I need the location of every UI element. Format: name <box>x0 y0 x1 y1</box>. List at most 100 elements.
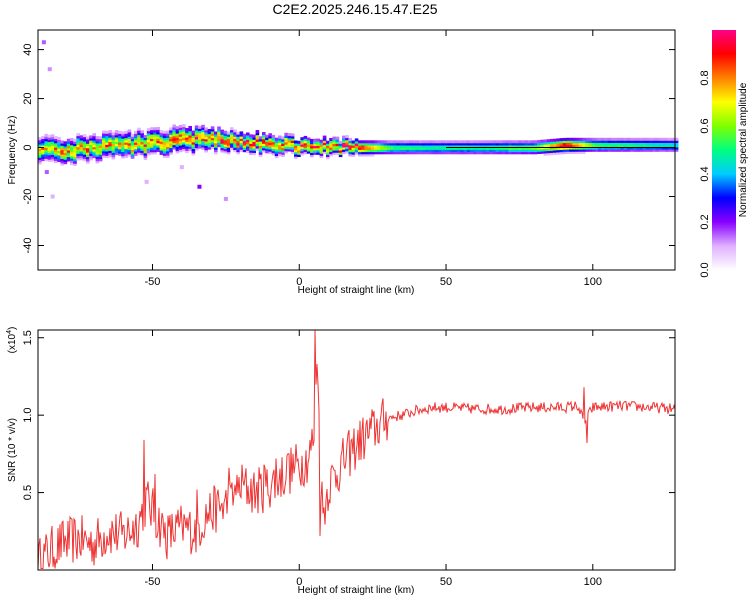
heatmap-cell <box>76 146 80 150</box>
heatmap-cell <box>134 144 138 148</box>
heatmap-cell <box>108 154 112 158</box>
heatmap-cell <box>322 151 327 154</box>
heatmap-cell <box>438 146 442 150</box>
heatmap-cell <box>367 149 372 153</box>
heatmap-cell <box>140 130 144 134</box>
heatmap-cell <box>114 138 119 142</box>
heatmap-cell <box>182 128 186 132</box>
heatmap-cell <box>335 141 340 144</box>
heatmap-cell <box>578 148 583 152</box>
heatmap-cell <box>182 141 186 145</box>
heatmap-cell <box>50 140 55 144</box>
heatmap-cell <box>342 146 346 150</box>
heatmap-cell <box>444 146 448 150</box>
heatmap-cell <box>150 138 154 142</box>
heatmap-cell <box>335 138 340 142</box>
heatmap-cell <box>422 144 426 148</box>
heatmap-cell <box>402 151 407 155</box>
heatmap-cell <box>300 139 304 143</box>
heatmap-cell <box>98 149 103 153</box>
heatmap-cell <box>527 151 532 155</box>
heatmap-cell <box>386 144 391 148</box>
heatmap-cell <box>210 128 215 132</box>
heatmap-cell <box>370 140 375 144</box>
heatmap-cell <box>249 143 253 147</box>
heatmap-cell <box>578 151 583 154</box>
heatmap-cell <box>412 140 416 144</box>
heatmap-cell <box>434 151 439 155</box>
heatmap-cell <box>50 138 55 142</box>
heatmap-cell <box>118 130 122 134</box>
heatmap-cell <box>153 140 157 144</box>
heatmap-cell <box>175 135 180 138</box>
heatmap-cell <box>351 142 356 146</box>
heatmap-cell <box>626 144 631 148</box>
heatmap-cell <box>178 124 183 128</box>
heatmap-cell <box>220 134 224 137</box>
heatmap-cell <box>486 149 490 153</box>
heatmap-cell <box>89 144 93 148</box>
y-tick-label: 0 <box>22 144 34 150</box>
heatmap-cell <box>246 147 250 151</box>
heatmap-cell <box>175 148 180 152</box>
heatmap-cell <box>127 153 132 157</box>
heatmap-cell <box>498 140 503 144</box>
heatmap-cell <box>393 144 397 148</box>
heatmap-cell <box>73 154 77 158</box>
heatmap-cell <box>188 139 192 143</box>
heatmap-cell <box>86 151 90 155</box>
heatmap-cell <box>95 136 100 140</box>
heatmap-cell <box>44 155 48 159</box>
heatmap-cell <box>610 140 615 143</box>
heatmap-cell <box>441 146 445 150</box>
heatmap-cell <box>610 137 615 141</box>
heatmap-cell <box>159 136 164 140</box>
snr-line <box>37 329 676 569</box>
heatmap-cell <box>146 145 151 149</box>
heatmap-cell <box>290 133 295 137</box>
heatmap-cell <box>364 153 368 157</box>
heatmap-cell <box>377 146 381 150</box>
heatmap-cell <box>242 144 247 148</box>
heatmap-cell <box>159 147 164 151</box>
heatmap-cell <box>476 151 480 155</box>
heatmap-cell <box>290 148 295 152</box>
heatmap-cell <box>278 137 282 141</box>
heatmap-cell <box>182 126 186 130</box>
heatmap-cell <box>342 137 346 141</box>
heatmap-cell <box>70 151 74 155</box>
y-tick-label: 40 <box>22 43 34 55</box>
heatmap-cell <box>143 154 148 158</box>
heatmap-cell <box>290 151 295 155</box>
heatmap-cell <box>665 142 669 146</box>
heatmap-cell <box>428 142 432 146</box>
heatmap-cell <box>73 149 77 153</box>
spectrogram-x-axis-label: Height of straight line (km) <box>298 285 415 296</box>
heatmap-cell <box>559 142 564 146</box>
heatmap-cell <box>54 144 58 148</box>
heatmap-cell <box>652 148 656 152</box>
heatmap-cell <box>73 143 77 147</box>
heatmap-cell <box>447 142 452 146</box>
heatmap-cell <box>268 135 272 139</box>
heatmap-cell <box>73 145 77 149</box>
heatmap-cell <box>361 146 365 150</box>
heatmap-cell <box>591 142 596 146</box>
heatmap-cell <box>166 130 170 134</box>
heatmap-cell <box>639 142 644 146</box>
heatmap-cell <box>396 149 400 153</box>
heatmap-cell <box>44 153 48 157</box>
heatmap-cell <box>230 129 234 133</box>
heatmap-cell <box>86 138 90 142</box>
heatmap-cell <box>575 151 580 154</box>
heatmap-cell <box>415 140 420 144</box>
heatmap-cell <box>610 142 615 146</box>
heatmap-cell <box>217 137 221 141</box>
heatmap-cell <box>460 142 464 146</box>
heatmap-cell <box>153 127 157 131</box>
heatmap-cell <box>604 137 608 141</box>
heatmap-cell <box>60 140 64 144</box>
heatmap-cell <box>105 144 109 148</box>
heatmap-cell <box>281 147 285 151</box>
heatmap-cell <box>191 137 196 141</box>
